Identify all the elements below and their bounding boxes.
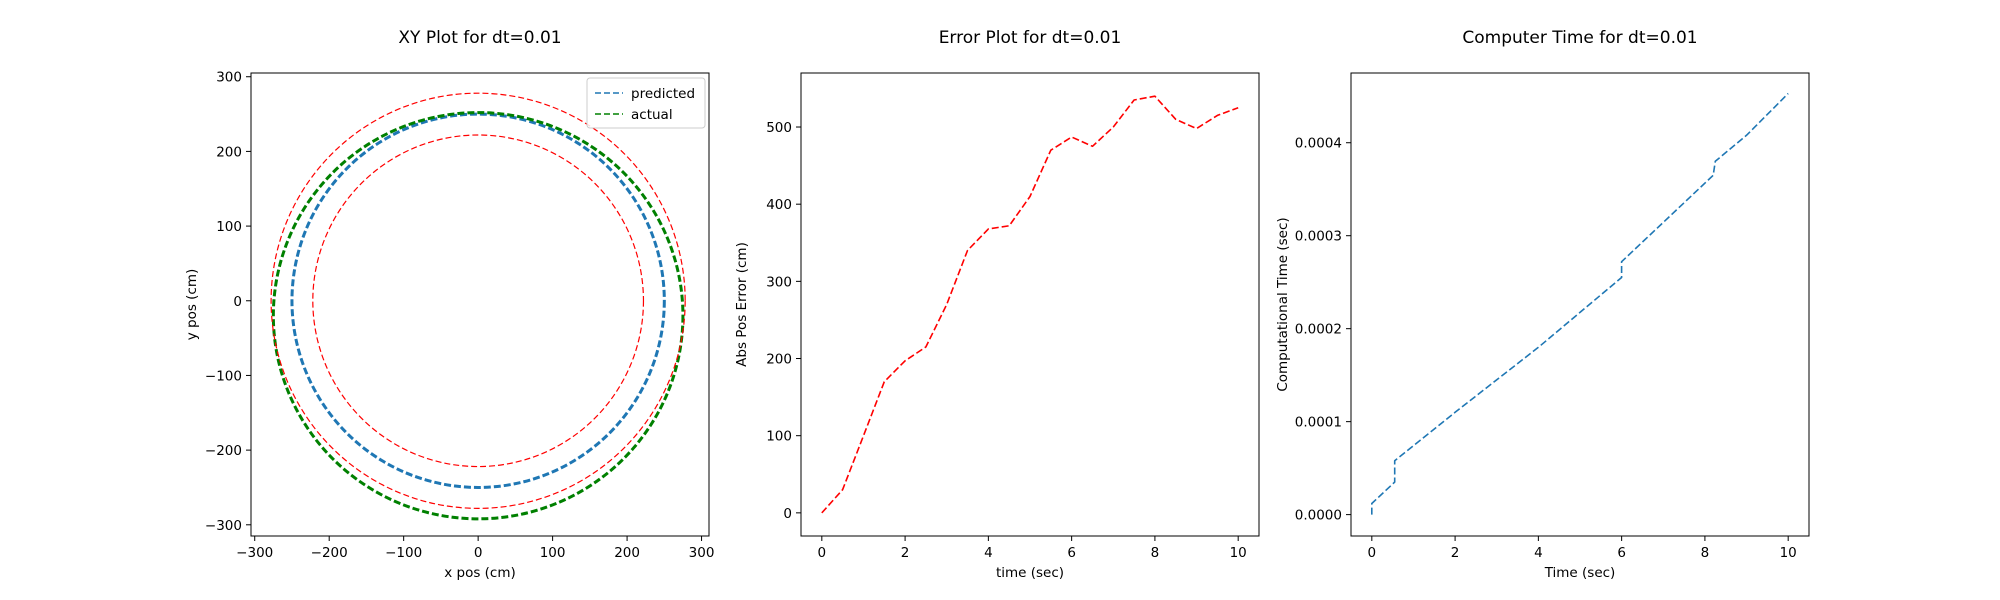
boundary-ring-2 [270, 92, 686, 509]
x-tick-label: 4 [1534, 545, 1543, 561]
legend: predicted actual [586, 77, 706, 129]
series-line-1 [821, 95, 1239, 514]
chart-title: XY Plot for dt=0.01 [398, 28, 561, 48]
y-tick-label: 0.0000 [1295, 508, 1342, 524]
chart-panel-2: Error Plot for dt=0.010 2 4 6 8 1001002003004… [734, 28, 1260, 581]
y-tick-label: 0 [783, 506, 792, 522]
x-tick-label: 0 [818, 545, 827, 561]
y-tick-label: 0.0001 [1295, 415, 1342, 431]
x-tick-label: 8 [1151, 545, 1160, 561]
x-axis-label: time (sec) [996, 565, 1064, 581]
legend-box [586, 77, 706, 129]
chart-panel-1: XY Plot for dt=0.01 −300 −200 −100 0 100 200 30… [184, 28, 714, 581]
legend-label-predicted: predicted [631, 86, 695, 102]
x-tick-label: 4 [984, 545, 993, 561]
y-tick-label: −200 [205, 443, 242, 459]
x-tick-label: 2 [1451, 545, 1460, 561]
y-tick-label: 200 [216, 144, 242, 160]
x-tick-label: 300 [689, 545, 715, 561]
legend-label-actual: actual [631, 107, 673, 123]
y-tick-label: 0.0004 [1295, 136, 1342, 152]
series-group [270, 92, 686, 521]
y-tick-label: 300 [766, 274, 792, 290]
x-tick-label: 0 [1368, 545, 1377, 561]
x-axis-label: Time (sec) [1544, 565, 1616, 581]
y-tick-label: 200 [766, 352, 792, 368]
y-tick-label: 0.0003 [1295, 229, 1342, 245]
y-tick-label: 100 [766, 429, 792, 445]
y-tick-label: 0.0002 [1295, 322, 1342, 338]
y-axis-label: y pos (cm) [184, 269, 200, 341]
x-axis-label: x pos (cm) [444, 565, 516, 581]
x-tick-label: 200 [614, 545, 640, 561]
series-line-1 [1371, 92, 1789, 515]
series-actual-ring [271, 111, 685, 521]
plot-frame [1350, 72, 1810, 537]
y-axis-label: Computational Time (sec) [1275, 217, 1291, 391]
x-tick-label: 0 [474, 545, 483, 561]
y-tick-label: 100 [216, 219, 242, 235]
x-tick-label: 8 [1701, 545, 1710, 561]
series-predicted-ring [290, 112, 666, 489]
x-tick-label: −200 [311, 545, 348, 561]
x-tick-label: 10 [1230, 545, 1247, 561]
y-tick-label: −300 [205, 518, 242, 534]
series-group [1371, 92, 1789, 515]
chart-title: Error Plot for dt=0.01 [939, 28, 1122, 48]
series-group [821, 95, 1239, 514]
chart-title: Computer Time for dt=0.01 [1462, 28, 1697, 48]
boundary-ring-3 [312, 134, 645, 468]
x-tick-label: −100 [385, 545, 422, 561]
plot-frame [800, 72, 1260, 537]
x-tick-label: 2 [901, 545, 910, 561]
x-tick-label: 6 [1067, 545, 1076, 561]
x-tick-label: 6 [1617, 545, 1626, 561]
x-tick-label: 100 [540, 545, 566, 561]
chart-panel-3: Computer Time for dt=0.01 0 2 4 6 8 10 0.0000 0.… [1275, 28, 1810, 581]
y-axis-label: Abs Pos Error (cm) [734, 242, 750, 367]
y-tick-label: 0 [233, 294, 242, 310]
y-tick-label: 500 [766, 120, 792, 136]
x-tick-label: 10 [1780, 545, 1797, 561]
x-tick-label: −300 [236, 545, 273, 561]
y-tick-label: 300 [216, 70, 242, 86]
y-tick-label: −100 [205, 368, 242, 384]
plot-frame [250, 72, 710, 537]
y-tick-label: 400 [766, 197, 792, 213]
